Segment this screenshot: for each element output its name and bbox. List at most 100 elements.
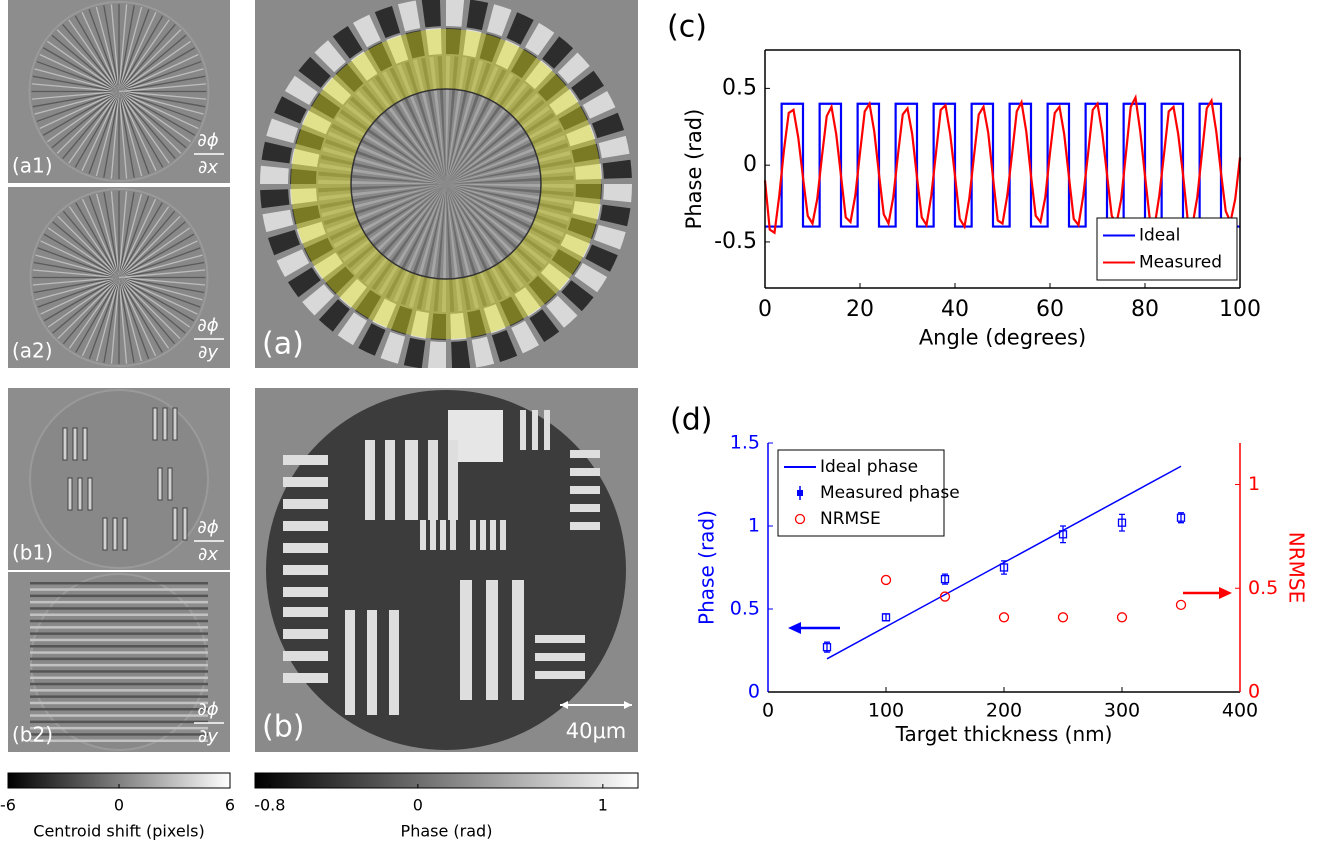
data-point [1177,600,1186,609]
x-axis-label: Target thickness (nm) [895,722,1113,746]
texture [30,721,208,724]
texture [78,478,82,510]
texture [30,601,208,604]
bar-element [283,607,328,617]
texture [30,702,208,705]
y-axis-label: Phase (rad) [682,109,706,230]
bar-element [512,580,524,700]
derivative-numerator: ∂ϕ [197,699,218,720]
y-tick-label: -0.5 [714,229,757,254]
image-panel: 40μm(b) [255,388,638,752]
bar-element [367,610,377,715]
x-tick-label: 300 [1104,700,1140,722]
bar-element [532,410,538,450]
legend-label: Ideal [1139,226,1180,246]
texture [30,614,208,617]
star-block [428,341,446,370]
texture [173,408,177,440]
data-line [765,104,1240,227]
derivative-numerator: ∂ϕ [197,315,218,336]
legend-label: Ideal phase [820,457,918,477]
texture [30,695,208,698]
panel-label: (a) [262,327,304,362]
image-panel: (a2)∂ϕ∂y [8,187,230,368]
derivative-denominator: ∂y [198,726,218,747]
bar-element [430,520,436,550]
panel-label: (b2) [12,723,53,747]
texture [30,588,208,591]
texture [30,733,208,736]
y2-tick-label: 0.5 [1248,577,1278,599]
chart-title: (d) [670,403,712,438]
colorbar-tick-label: 1 [598,796,608,815]
bar-element [389,610,399,715]
star-block [446,0,464,27]
bar-element [535,653,585,661]
bar-element [570,522,600,530]
texture [30,639,208,642]
texture [30,677,208,680]
texture [73,428,77,460]
bar-element [500,520,506,550]
y-tick-label: 1 [748,515,760,537]
texture [168,468,172,500]
bar-element [535,635,585,643]
image-panel: (a1)∂ϕ∂x [8,0,230,183]
texture [30,620,208,623]
bar-element [544,410,550,450]
data-point [882,575,891,584]
texture [103,518,107,550]
texture [30,595,208,598]
x-tick-label: 80 [1131,297,1159,322]
axis-arrow-head [788,622,801,634]
chart-title: (c) [667,10,707,45]
bar-element [570,486,600,494]
data-point [1118,613,1127,622]
texture [113,518,117,550]
bar-element [450,520,456,550]
bar-element [283,521,328,531]
bar-element [460,580,472,700]
bar-element [283,455,328,465]
bar-element [486,580,498,700]
data-point [1059,613,1068,622]
bar-element [283,673,328,683]
data-line [765,98,1240,233]
legend-label: Measured phase [820,483,960,503]
bar-element [448,440,458,520]
bar-element [535,671,585,679]
texture [163,408,167,440]
x-tick-label: 0 [758,297,772,322]
x-tick-label: 400 [1222,700,1258,722]
legend-label: Measured [1139,253,1222,273]
bar-element [283,629,328,639]
colorbar-tick-label: 0 [413,796,423,815]
texture [30,607,208,610]
texture [123,518,127,550]
x-tick-label: 40 [941,297,969,322]
data-point [1000,613,1009,622]
panel-label: (a2) [12,339,53,363]
texture [173,508,177,540]
texture [30,740,208,743]
texture [88,478,92,510]
texture [30,651,208,654]
y-axis-label: Phase (rad) [695,510,719,625]
derivative-denominator: ∂x [198,157,218,178]
texture [30,683,208,686]
texture [30,632,208,635]
bar-element [283,565,328,575]
texture [30,689,208,692]
bar-element [570,450,600,458]
bar-element [490,520,496,550]
bar-element [283,651,328,661]
texture [158,468,162,500]
bar-element [283,499,328,509]
texture [83,428,87,460]
bar-element [345,610,355,715]
bar-element [470,520,476,550]
scale-bar-label: 40μm [566,719,627,743]
y-tick-label: 0.5 [730,598,760,620]
y2-tick-label: 1 [1248,473,1260,495]
derivative-numerator: ∂ϕ [197,130,218,151]
